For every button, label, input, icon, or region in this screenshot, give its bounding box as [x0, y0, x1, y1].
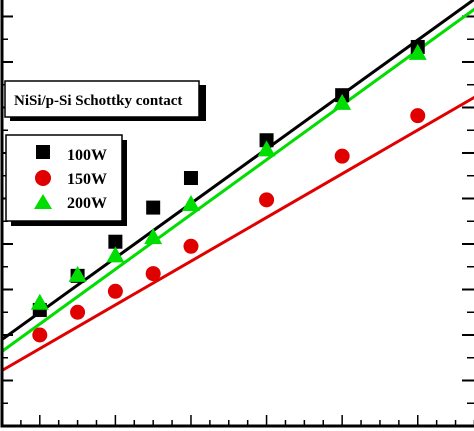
point-100w: [259, 133, 274, 148]
point-150w: [32, 327, 48, 343]
point-200w: [30, 293, 49, 310]
legend-marker-100w: [36, 145, 50, 159]
fit-line-150w: [1, 95, 474, 372]
legend-label-150w: 150W: [67, 171, 107, 188]
legend-label-100w: 100W: [67, 147, 107, 164]
point-150w: [145, 266, 161, 282]
title-box: NiSi/p-Si Schottky contact: [4, 80, 206, 121]
chart-title: NiSi/p-Si Schottky contact: [14, 93, 182, 109]
legend: 100W 150W 200W: [5, 134, 127, 226]
point-150w: [107, 283, 123, 299]
point-200w: [408, 43, 427, 60]
legend-frame: [5, 134, 123, 222]
point-200w: [181, 194, 200, 211]
point-150w: [410, 108, 426, 124]
point-150w: [183, 238, 199, 254]
point-200w: [144, 228, 163, 245]
point-200w: [106, 246, 125, 263]
point-150w: [259, 192, 275, 208]
legend-marker-200w: [34, 194, 52, 209]
point-100w: [183, 171, 198, 186]
point-100w: [108, 234, 123, 249]
point-100w: [146, 200, 161, 215]
point-150w: [70, 304, 86, 320]
point-200w: [68, 265, 87, 282]
legend-label-200w: 200W: [67, 195, 107, 212]
point-150w: [334, 148, 350, 164]
point-200w: [333, 93, 352, 110]
legend-marker-150w: [35, 170, 51, 186]
fit-line-200w: [1, 7, 474, 353]
title-box-frame: [4, 80, 200, 118]
data-points: [30, 39, 427, 343]
point-200w: [257, 140, 276, 157]
